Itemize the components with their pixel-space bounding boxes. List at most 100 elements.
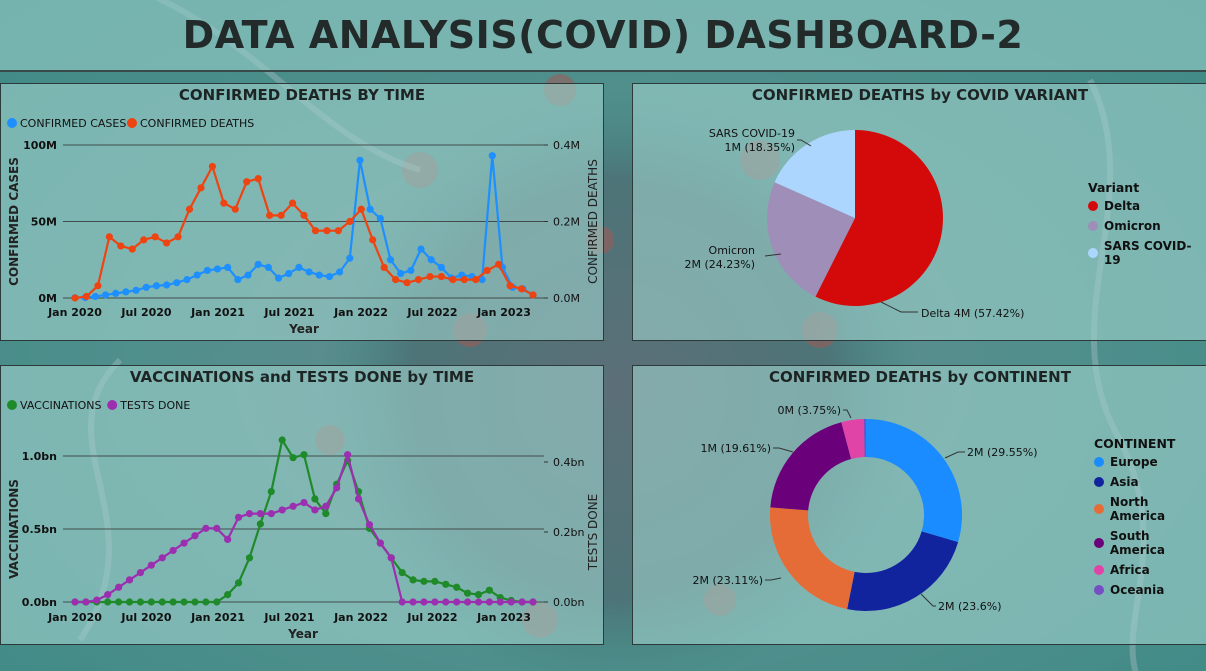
data-point xyxy=(173,279,181,287)
data-point xyxy=(437,263,445,271)
x-tick-label: Jan 2023 xyxy=(476,306,531,319)
data-point xyxy=(365,521,374,529)
data-point xyxy=(213,265,222,273)
data-point xyxy=(82,598,90,606)
legend-marker xyxy=(1094,565,1104,575)
data-point xyxy=(311,506,319,514)
data-point xyxy=(485,598,493,606)
panel-vaccinations-tests[interactable]: VACCINATIONS and TESTS DONE by TIME VACC… xyxy=(0,365,604,645)
data-point xyxy=(506,282,514,290)
data-point xyxy=(136,598,145,606)
slice-label-south-america: 1M (19.61%) xyxy=(700,442,771,455)
data-point xyxy=(495,260,503,268)
data-point xyxy=(125,598,134,606)
legend-item-asia[interactable]: Asia xyxy=(1094,475,1206,489)
data-point xyxy=(398,568,406,577)
leader-line xyxy=(944,451,965,459)
data-point xyxy=(354,495,363,503)
x-tick-label: Jul 2021 xyxy=(263,611,314,624)
x-tick-label: Jul 2022 xyxy=(406,611,457,624)
x-tick-label: Jul 2021 xyxy=(263,306,314,319)
data-point xyxy=(311,495,319,503)
data-point xyxy=(224,535,232,544)
data-point xyxy=(191,532,199,540)
data-point xyxy=(101,291,110,299)
data-point xyxy=(254,175,262,183)
legend-label: Oceania xyxy=(1110,583,1165,597)
panel-deaths-by-time[interactable]: CONFIRMED DEATHS BY TIME CONFIRMED CASES… xyxy=(0,83,604,341)
data-point xyxy=(180,598,188,606)
y-right-tick-label: 0.2M xyxy=(553,216,580,229)
data-point xyxy=(140,236,148,244)
legend-label: SARS COVID-19 xyxy=(1103,239,1192,267)
legend-item-omicron[interactable]: Omicron xyxy=(1088,219,1206,233)
x-tick-label: Jan 2020 xyxy=(47,306,102,319)
data-point xyxy=(197,184,205,192)
data-point xyxy=(71,598,79,606)
data-point xyxy=(122,288,130,296)
legend-marker xyxy=(1094,585,1104,595)
series-line-vaccinations xyxy=(75,437,533,604)
donut-chart-deaths-by-continent[interactable]: 2M (29.55%) 2M (23.6%) 2M (23.11%) 1M (19.6… xyxy=(633,366,1206,644)
data-point xyxy=(82,292,91,301)
x-tick-label: Jul 2022 xyxy=(406,306,457,319)
legend-item-north-america[interactable]: North America xyxy=(1094,495,1206,523)
data-point xyxy=(112,289,120,298)
slice-label-sars-value: 1M (18.35%) xyxy=(724,141,795,154)
data-point xyxy=(104,598,112,606)
legend-marker xyxy=(7,400,17,410)
data-point xyxy=(344,451,352,459)
data-point xyxy=(151,233,159,241)
leader-line xyxy=(797,139,812,147)
data-point xyxy=(71,294,79,302)
legend-marker xyxy=(1088,201,1098,211)
data-point xyxy=(357,205,365,213)
data-point xyxy=(431,577,439,585)
data-point xyxy=(463,598,472,606)
data-point xyxy=(336,268,344,276)
line-chart-vaccinations-tests[interactable]: VACCINATIONS TESTS DONE 0.0bn 0.5bn 1.0bn 0.0… xyxy=(1,366,603,644)
data-point xyxy=(417,245,425,253)
legend-item-sars[interactable]: SARS COVID-19 xyxy=(1088,239,1206,267)
leader-line xyxy=(765,577,782,581)
panel-deaths-by-variant[interactable]: CONFIRMED DEATHS by COVID VARIANT Delta … xyxy=(632,83,1206,341)
legend-label: VACCINATIONS xyxy=(20,399,102,412)
data-point xyxy=(449,276,457,284)
legend-item-europe[interactable]: Europe xyxy=(1094,455,1206,469)
legend-marker xyxy=(1094,504,1104,514)
data-point xyxy=(266,211,274,219)
line-chart-deaths-by-time[interactable]: CONFIRMED CASES CONFIRMED DEATHS 0M 50M 100M… xyxy=(1,84,603,340)
x-tick-label: Jan 2020 xyxy=(47,611,102,624)
data-point xyxy=(277,211,285,219)
legend-item-oceania[interactable]: Oceania xyxy=(1094,583,1206,597)
data-point xyxy=(300,211,308,219)
data-point xyxy=(185,205,194,213)
x-tick-label: Jul 2020 xyxy=(120,611,171,624)
legend-item-delta[interactable]: Delta xyxy=(1088,199,1206,213)
dashboard-header: DATA ANALYSIS(COVID) DASHBOARD-2 xyxy=(0,0,1206,72)
legend-label: North America xyxy=(1109,495,1166,523)
data-point xyxy=(163,239,171,247)
data-point xyxy=(398,598,406,606)
data-point xyxy=(442,580,450,588)
data-point xyxy=(169,598,177,606)
data-point xyxy=(136,568,145,577)
data-point xyxy=(518,598,526,606)
panel-deaths-by-continent[interactable]: CONFIRMED DEATHS by CONTINENT 2M (29.55%… xyxy=(632,365,1206,645)
chart-title: CONFIRMED DEATHS by COVID VARIANT xyxy=(751,86,1089,104)
data-point xyxy=(409,576,417,584)
legend-item-south-america[interactable]: South America xyxy=(1094,529,1206,557)
data-point xyxy=(224,263,232,271)
legend-item-africa[interactable]: Africa xyxy=(1094,563,1206,577)
y-left-axis-label: VACCINATIONS xyxy=(7,479,21,579)
leader-line xyxy=(843,409,852,419)
data-point xyxy=(472,276,480,284)
data-point xyxy=(315,271,323,279)
legend-title: CONTINENT xyxy=(1094,436,1176,451)
dashboard-title: DATA ANALYSIS(COVID) DASHBOARD-2 xyxy=(182,13,1024,57)
legend-marker xyxy=(1088,248,1098,258)
data-point xyxy=(376,539,384,547)
legend-label: Africa xyxy=(1110,563,1150,577)
legend-marker xyxy=(107,400,118,410)
